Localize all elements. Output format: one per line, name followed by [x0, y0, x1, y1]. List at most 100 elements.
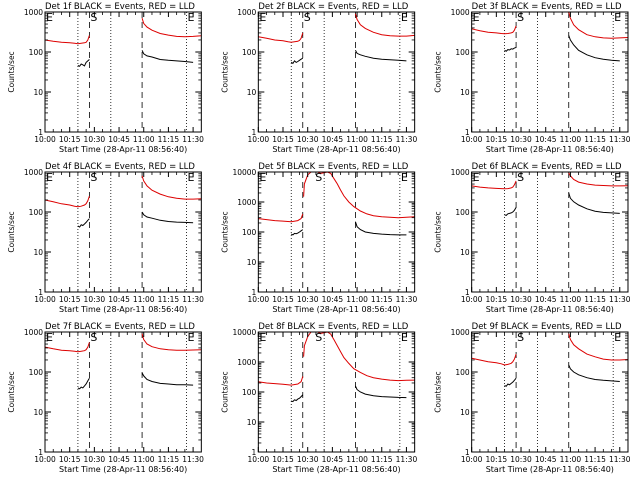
x-tick-label: 10:00 — [248, 295, 270, 304]
y-tick-label: 10 — [460, 88, 470, 97]
x-axis-label: Start Time (28-Apr-11 08:56:40) — [59, 305, 187, 314]
axes-frame — [44, 11, 202, 133]
series-line-events — [568, 35, 620, 62]
x-tick-label: 11:30 — [609, 455, 631, 464]
x-tick-label: 10:00 — [248, 135, 270, 144]
x-tick-label: 10:15 — [486, 135, 508, 144]
marker-label-s: S — [304, 11, 311, 24]
x-tick-label: 10:30 — [510, 135, 532, 144]
y-axis-label: Counts/sec — [434, 211, 443, 252]
marker-label-s: S — [315, 331, 322, 344]
x-tick-label: 10:15 — [272, 135, 294, 144]
y-tick-label: 100 — [242, 48, 257, 57]
x-tick-label: 10:30 — [84, 135, 106, 144]
marker-label-s: S — [315, 171, 322, 184]
y-axis-label: Counts/sec — [220, 51, 229, 92]
series-line-events — [291, 394, 304, 403]
x-tick-label: 10:00 — [248, 455, 270, 464]
series-group — [258, 172, 415, 236]
axes-frame — [257, 11, 416, 133]
x-tick-label: 10:15 — [272, 295, 294, 304]
y-tick-label: 1000 — [24, 328, 43, 337]
x-tick-label: 11:00 — [346, 455, 368, 464]
y-tick-label: 100 — [455, 208, 470, 217]
x-tick-label: 11:00 — [346, 135, 368, 144]
x-tick-label: 11:00 — [560, 455, 582, 464]
marker-label-e: E — [473, 331, 480, 344]
x-tick-label: 10:30 — [510, 455, 532, 464]
x-tick-label: 10:15 — [59, 295, 81, 304]
marker-label-e: E — [259, 331, 266, 344]
series-line-events — [504, 377, 517, 387]
y-tick-label: 1000 — [451, 168, 470, 177]
x-tick-label: 10:45 — [322, 135, 344, 144]
series-line-lld — [258, 376, 304, 386]
marker-label-e: E — [401, 331, 408, 344]
x-axis-label: Start Time (28-Apr-11 08:56:40) — [486, 305, 614, 314]
x-tick-label: 11:00 — [346, 295, 368, 304]
series-group — [258, 332, 415, 403]
marker-label-s: S — [517, 331, 524, 344]
axes-frame — [471, 171, 629, 293]
y-tick-label: 1 — [252, 448, 257, 457]
series-group — [258, 12, 415, 65]
x-tick-label: 11:30 — [396, 135, 418, 144]
y-tick-label: 100 — [242, 388, 257, 397]
y-tick-label: 1 — [38, 448, 43, 457]
marker-label-e: E — [401, 171, 408, 184]
x-tick-label: 11:30 — [182, 455, 204, 464]
series-line-lld — [141, 333, 202, 351]
series-line-events — [141, 372, 194, 386]
x-tick-label: 11:00 — [133, 295, 155, 304]
axes-frame — [471, 11, 629, 133]
panel-title: Det 3f BLACK = Events, RED = LLD — [472, 2, 622, 12]
series-line-events — [504, 207, 517, 216]
x-tick-label: 10:00 — [461, 295, 483, 304]
y-axis-label: Counts/sec — [7, 51, 16, 92]
marker-label-e: E — [614, 171, 621, 184]
axes-frame — [44, 171, 202, 293]
y-tick-label: 1000 — [24, 168, 43, 177]
marker-label-e: E — [188, 331, 195, 344]
x-tick-label: 10:00 — [461, 135, 483, 144]
marker-label-s: S — [517, 171, 524, 184]
series-line-lld — [568, 333, 628, 361]
series-group — [45, 332, 202, 390]
y-tick-label: 10 — [247, 418, 257, 427]
y-tick-label: 10000 — [232, 328, 256, 337]
series-line-lld — [471, 25, 517, 35]
x-tick-label: 10:30 — [297, 135, 319, 144]
x-axis-label: Start Time (28-Apr-11 08:56:40) — [486, 465, 614, 474]
x-tick-label: 11:30 — [182, 295, 204, 304]
panel-title: Det 1f BLACK = Events, RED = LLD — [45, 2, 195, 12]
panel-title: Det 5f BLACK = Events, RED = LLD — [258, 162, 408, 172]
marker-label-e: E — [259, 11, 266, 24]
y-axis-label: Counts/sec — [434, 51, 443, 92]
x-tick-label: 10:30 — [297, 295, 319, 304]
x-tick-label: 10:45 — [322, 295, 344, 304]
y-tick-label: 1 — [38, 128, 43, 137]
x-tick-label: 11:30 — [182, 135, 204, 144]
marker-label-e: E — [188, 171, 195, 184]
x-tick-label: 11:15 — [371, 135, 393, 144]
series-line-events — [77, 218, 90, 228]
x-tick-label: 10:45 — [108, 135, 130, 144]
series-line-events — [77, 377, 90, 390]
y-tick-label: 10 — [33, 408, 43, 417]
series-line-lld — [141, 175, 202, 200]
y-tick-label: 1000 — [237, 358, 256, 367]
axes-frame — [257, 171, 416, 293]
y-tick-label: 100 — [242, 228, 257, 237]
panel-title: Det 9f BLACK = Events, RED = LLD — [472, 322, 622, 332]
y-axis-label: Counts/sec — [7, 371, 16, 412]
x-tick-label: 10:45 — [108, 455, 130, 464]
panel-title: Det 7f BLACK = Events, RED = LLD — [45, 322, 195, 332]
x-tick-label: 11:15 — [158, 455, 180, 464]
x-tick-label: 10:00 — [461, 455, 483, 464]
series-line-events — [354, 221, 407, 236]
marker-label-e: E — [401, 11, 408, 24]
y-tick-label: 100 — [455, 368, 470, 377]
